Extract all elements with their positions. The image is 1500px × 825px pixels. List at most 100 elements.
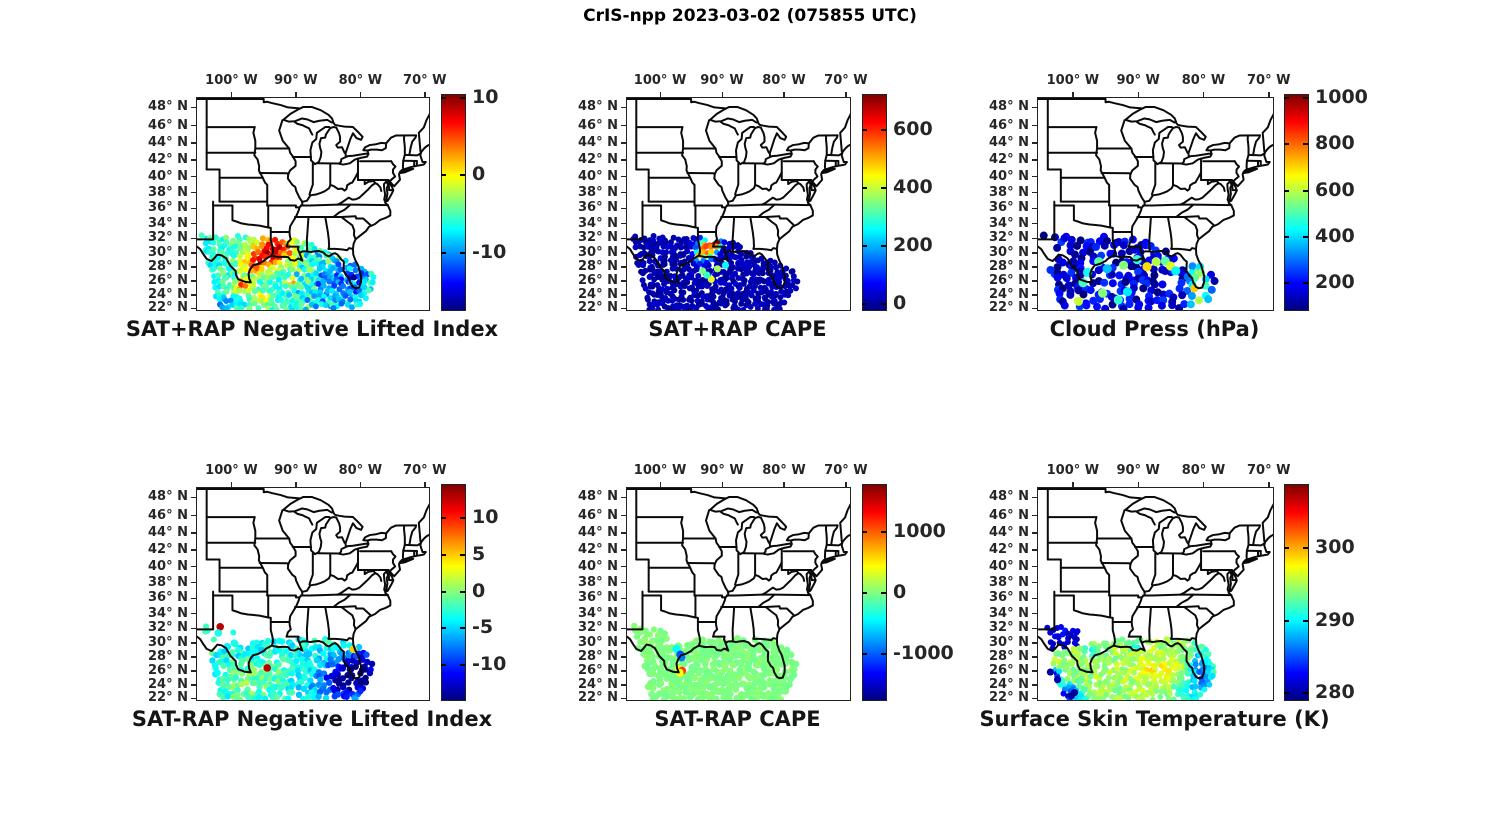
lat-tick-label: 38° N (578, 574, 618, 590)
panel-title-4: SAT-RAP Negative Lifted Index (131, 707, 493, 731)
axis-tick (845, 92, 847, 97)
lat-tick-label: 42° N (989, 152, 1029, 168)
axis-tick (1032, 237, 1037, 240)
colorbar-tick (1303, 235, 1308, 238)
lat-tick-label: 38° N (989, 574, 1029, 590)
lat-tick-label: 44° N (578, 525, 618, 541)
lon-tick-label: 100° W (205, 463, 258, 478)
axis-tick (1032, 612, 1037, 615)
axis-tick (191, 697, 196, 700)
lat-tick-label: 36° N (578, 200, 618, 216)
colorbar-tick (881, 187, 886, 190)
lat-tick-label: 34° N (989, 605, 1029, 621)
colorbar-1 (441, 94, 466, 311)
colorbar-tick-label: 400 (1315, 224, 1355, 247)
lat-tick-label: 38° N (578, 184, 618, 200)
colorbar-tick (441, 174, 446, 177)
lon-tick-label: 80° W (1181, 73, 1226, 88)
colorbar-tick-label: 800 (1315, 132, 1355, 155)
colorbar-tick-label: 0 (472, 579, 486, 602)
axis-tick (621, 175, 626, 178)
axis-tick (191, 627, 196, 630)
axis-tick (1072, 92, 1074, 97)
lat-tick-label: 26° N (578, 273, 618, 289)
axis-tick (621, 142, 626, 144)
lat-tick-label: 28° N (578, 259, 618, 275)
axis-tick (721, 482, 723, 487)
colorbar-tick-label: 10 (472, 506, 499, 529)
axis-tick (1032, 252, 1037, 254)
axis-tick (621, 656, 626, 658)
lon-tick-label: 90° W (1116, 73, 1160, 88)
colorbar-tick (460, 96, 465, 99)
lat-tick-label: 44° N (989, 135, 1029, 151)
lat-tick-label: 34° N (578, 215, 618, 231)
axis-tick (230, 92, 233, 97)
axis-tick (1032, 307, 1037, 310)
lat-tick-label: 24° N (989, 676, 1029, 692)
axis-tick (191, 496, 196, 499)
colorbar-tick (862, 129, 867, 132)
axis-tick (1032, 565, 1037, 568)
lat-tick-label: 40° N (148, 168, 188, 184)
axis-tick (621, 612, 626, 615)
lat-tick-label: 44° N (578, 135, 618, 151)
axis-tick (1032, 549, 1037, 551)
axis-tick (621, 307, 626, 310)
colorbar-tick-label: 0 (893, 581, 907, 604)
colorbar-tick (881, 592, 886, 595)
lat-tick-label: 30° N (578, 634, 618, 650)
lon-tick-label: 80° W (1181, 463, 1226, 478)
lat-tick-label: 36° N (148, 200, 188, 216)
lat-tick-label: 24° N (148, 286, 188, 302)
lat-tick-label: 22° N (148, 690, 188, 706)
axis-tick (191, 514, 196, 517)
axis-tick (1032, 280, 1037, 282)
colorbar-tick-label: 600 (893, 118, 933, 141)
colorbar-tick (1303, 692, 1308, 695)
colorbar-tick-label: -5 (472, 616, 494, 639)
axis-tick (1032, 222, 1037, 225)
lon-tick-label: 90° W (1116, 463, 1160, 478)
lon-tick-label: 90° W (274, 463, 318, 478)
lat-tick-label: 46° N (578, 117, 618, 133)
axis-tick (191, 266, 196, 268)
axis-tick (621, 237, 626, 240)
colorbar-tick (862, 245, 867, 248)
colorbar-tick (441, 590, 446, 593)
colorbar-tick-label: 5 (472, 542, 486, 565)
lat-tick-label: 30° N (148, 634, 188, 650)
lon-tick-label: 100° W (205, 73, 258, 88)
colorbar-tick-label: 0 (472, 163, 486, 186)
colorbar-tick-label: -10 (472, 241, 507, 264)
axis-tick (191, 597, 196, 600)
figure-title: CrIS-npp 2023-03-02 (075855 UTC) (583, 6, 917, 26)
lat-tick-label: 28° N (148, 649, 188, 665)
axis-tick (191, 252, 196, 254)
lat-tick-label: 44° N (148, 135, 188, 151)
map-canvas-5 (626, 487, 851, 701)
axis-tick (191, 307, 196, 310)
axis-tick (191, 280, 196, 282)
axis-tick (1032, 597, 1037, 600)
axis-tick (1032, 642, 1037, 644)
lon-tick-label: 70° W (1247, 73, 1291, 88)
lat-tick-label: 36° N (148, 590, 188, 606)
axis-tick (621, 581, 626, 584)
axis-tick (1032, 142, 1037, 144)
lat-tick-label: 42° N (578, 542, 618, 558)
colorbar-tick (441, 517, 446, 520)
panel-5: 100° W 90° W 80° W 70° W 48° N 46° N 44° N 42° … (426, 447, 965, 749)
lat-tick-label: 48° N (578, 489, 618, 505)
panel-4: 100° W 90° W 80° W 70° W 48° N 46° N 44° N 42° … (0, 447, 544, 749)
lat-tick-label: 22° N (989, 690, 1029, 706)
colorbar-tick (441, 663, 446, 666)
lat-tick-label: 34° N (148, 215, 188, 231)
axis-tick (191, 532, 196, 534)
colorbar-tick (1284, 189, 1289, 192)
axis-tick (1032, 191, 1037, 194)
axis-tick (359, 92, 362, 97)
lon-tick-label: 100° W (633, 463, 687, 478)
colorbar-tick-label: 10 (472, 85, 499, 108)
